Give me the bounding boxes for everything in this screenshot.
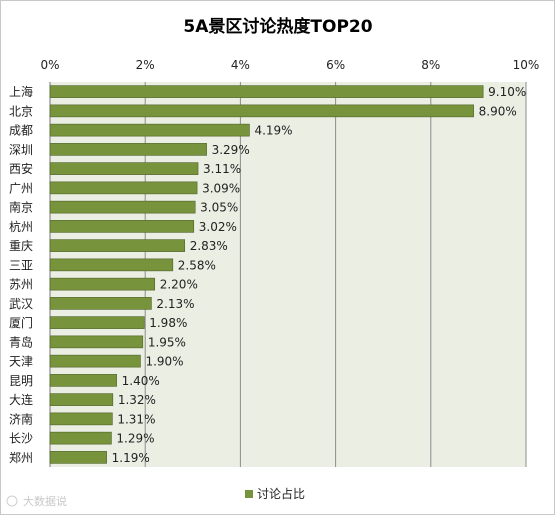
data-label: 2.83%: [190, 239, 228, 253]
data-label: 1.29%: [116, 432, 154, 446]
x-tick-label: 8%: [421, 58, 440, 72]
data-label: 1.98%: [149, 316, 187, 330]
bar: [49, 200, 196, 214]
bar: [49, 393, 114, 406]
chart-title: 5A景区讨论热度TOP20: [183, 16, 372, 37]
category-label: 苏州: [9, 278, 33, 292]
data-label: 3.02%: [199, 220, 237, 234]
data-label: 1.95%: [148, 335, 186, 349]
weibo-logo-icon: [6, 495, 18, 507]
data-label: 4.19%: [254, 124, 292, 138]
data-labels: 9.10% 8.90% 4.19% 3.29% 3.11% 3.09% 3.05% 3.02%…: [112, 85, 527, 465]
bars: [49, 85, 484, 464]
bar: [49, 181, 198, 195]
category-label: 青岛: [9, 334, 33, 349]
category-label: 武汉: [9, 297, 33, 311]
category-label: 成都: [9, 124, 33, 138]
bar: [49, 297, 152, 310]
legend-label: 讨论占比: [257, 486, 305, 501]
data-label: 3.05%: [200, 201, 238, 215]
category-label: 重庆: [9, 239, 33, 253]
x-axis-ticks: 0% 2% 4% 6% 8% 10%: [40, 58, 539, 72]
bar: [49, 451, 107, 464]
bar: [49, 258, 174, 272]
data-label: 3.29%: [212, 143, 250, 157]
legend-swatch: [245, 490, 253, 498]
category-label: 昆明: [9, 374, 33, 388]
bar: [49, 239, 186, 252]
data-label: 2.20%: [160, 278, 198, 292]
data-label: 1.90%: [145, 355, 183, 369]
category-label: 三亚: [9, 258, 33, 272]
category-label: 广州: [9, 181, 33, 195]
watermark-text: 大数据说: [23, 494, 67, 508]
data-label: 2.58%: [178, 258, 216, 272]
data-label: 1.32%: [118, 393, 156, 407]
data-label: 1.19%: [112, 451, 150, 465]
bar: [49, 316, 145, 329]
bar: [49, 277, 156, 291]
data-label: 1.31%: [117, 412, 155, 426]
category-label: 杭州: [9, 219, 33, 234]
watermark: 大数据说: [6, 494, 67, 508]
data-label: 1.40%: [122, 374, 160, 388]
data-label: 3.09%: [202, 181, 240, 195]
bar: [49, 162, 199, 175]
bar: [49, 335, 144, 349]
bar: [49, 85, 484, 98]
bar: [49, 143, 207, 156]
category-label: 深圳: [9, 143, 33, 157]
data-label: 3.11%: [203, 162, 241, 176]
legend: 讨论占比: [245, 486, 305, 501]
data-label: 9.10%: [488, 85, 526, 99]
category-label: 西安: [9, 161, 33, 176]
bar: [49, 220, 195, 233]
bar: [49, 123, 250, 137]
category-label: 北京: [9, 104, 33, 118]
x-tick-label: 0%: [40, 58, 59, 72]
data-label: 8.90%: [479, 104, 517, 118]
category-label: 上海: [9, 84, 33, 99]
category-label: 天津: [9, 355, 33, 369]
category-label: 南京: [9, 200, 33, 215]
x-tick-label: 2%: [136, 58, 155, 72]
x-tick-label: 6%: [326, 58, 345, 72]
data-label: 2.13%: [156, 297, 194, 311]
bar: [49, 374, 117, 387]
x-tick-label: 4%: [231, 58, 250, 72]
plot-area: [50, 82, 526, 467]
category-label: 郑州: [9, 450, 33, 465]
category-label: 长沙: [9, 432, 33, 446]
category-label: 厦门: [9, 315, 33, 330]
bar: [49, 412, 113, 426]
bar: [49, 354, 141, 368]
bar: [49, 104, 474, 118]
category-label: 济南: [9, 411, 33, 426]
bar: [49, 431, 112, 445]
x-tick-label: 10%: [513, 58, 540, 72]
category-label: 大连: [9, 392, 33, 407]
